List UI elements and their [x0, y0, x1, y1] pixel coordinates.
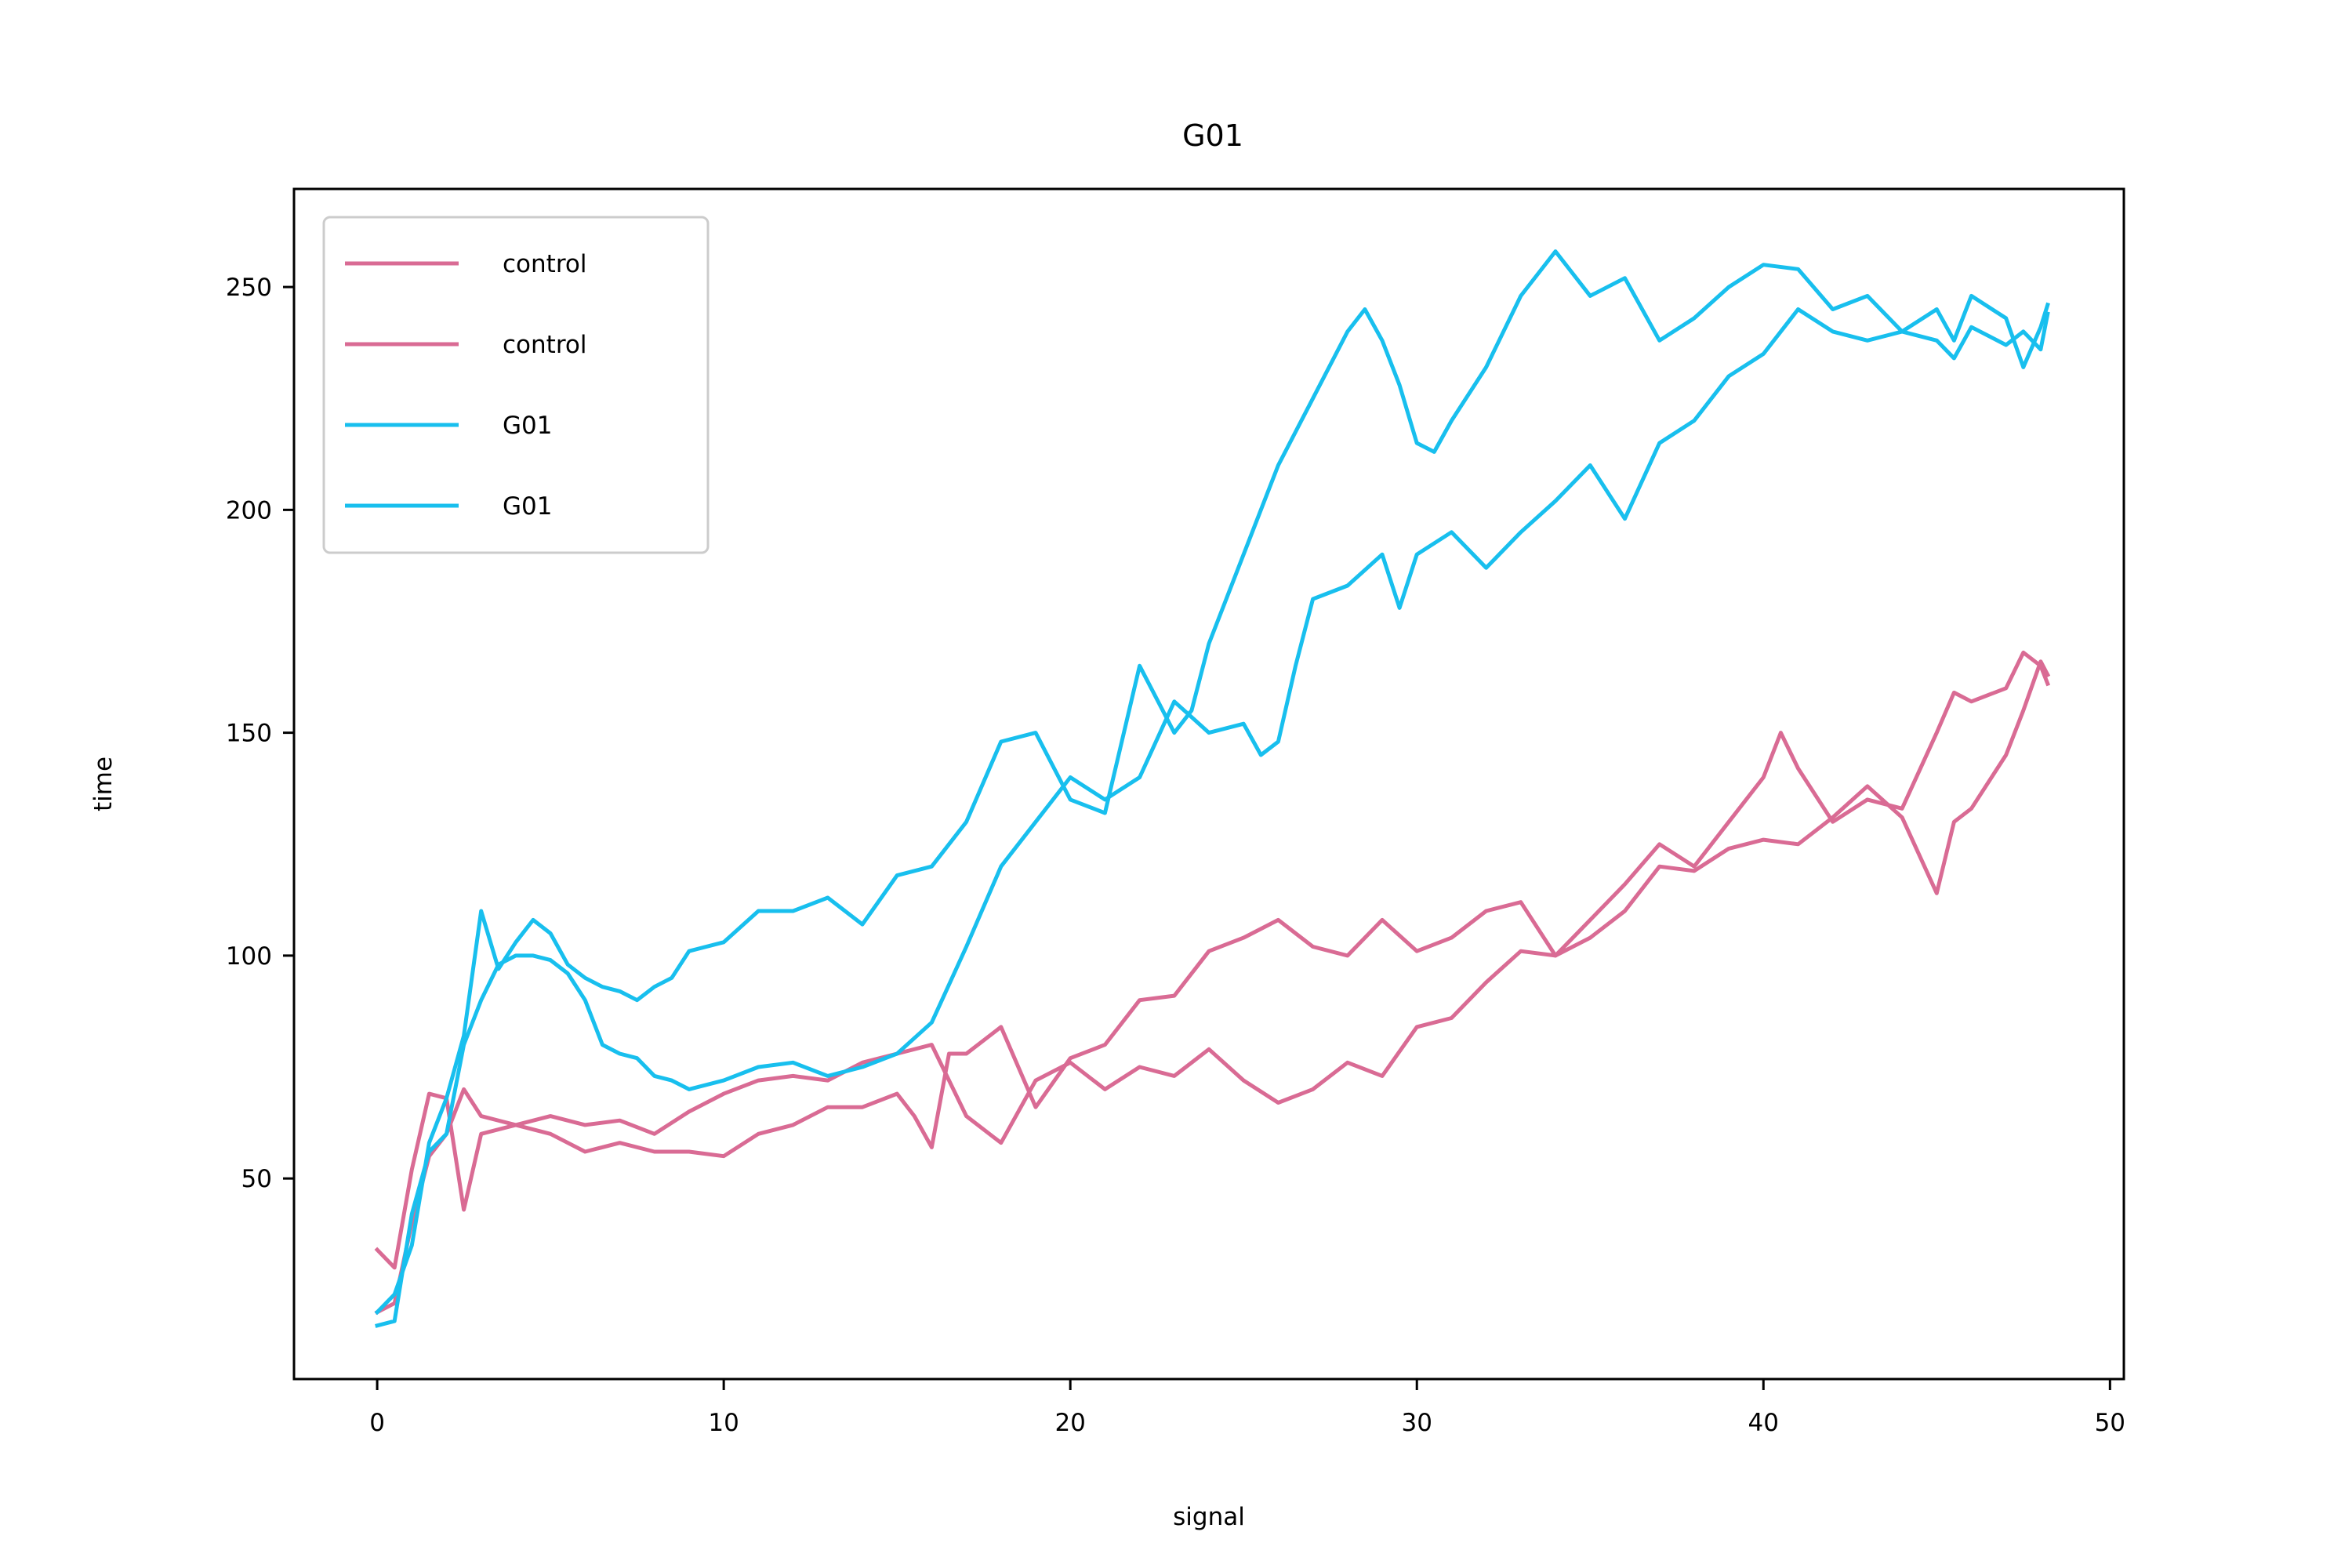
series-line-4	[375, 307, 2050, 1328]
y-tick-label: 250	[226, 274, 272, 302]
plot-frame	[292, 187, 2125, 1381]
y-tick-label: 150	[226, 720, 272, 748]
series-line-1	[374, 650, 2051, 1270]
legend-label-4: G01	[503, 492, 552, 521]
y-tick-label: 200	[226, 496, 272, 524]
y-axis: 50 100 150 200 250	[226, 274, 294, 1193]
y-tick-label: 100	[226, 942, 272, 971]
series-line-2	[374, 659, 2051, 1316]
legend-frame	[322, 216, 710, 554]
legend: control control G01 G01	[322, 216, 710, 554]
y-axis-label: time	[89, 757, 118, 811]
x-tick-label: 10	[708, 1409, 739, 1437]
x-tick-label: 40	[1748, 1409, 1779, 1437]
series-layer	[374, 249, 2051, 1328]
x-tick-label: 50	[2095, 1409, 2125, 1437]
x-axis: 0 10 20 30 40 50	[369, 1379, 2125, 1437]
series-line-3	[374, 249, 2050, 1316]
legend-label-3: G01	[503, 412, 552, 440]
x-tick-label: 30	[1402, 1409, 1432, 1437]
x-tick-label: 20	[1054, 1409, 1085, 1437]
x-tick-label: 0	[369, 1409, 385, 1437]
legend-entries: control control G01 G01	[345, 250, 586, 521]
chart-title: G01	[1182, 118, 1243, 153]
y-tick-label: 50	[241, 1165, 272, 1193]
x-axis-label: signal	[1173, 1503, 1245, 1531]
legend-label-1: control	[503, 250, 586, 278]
legend-label-2: control	[503, 331, 586, 359]
